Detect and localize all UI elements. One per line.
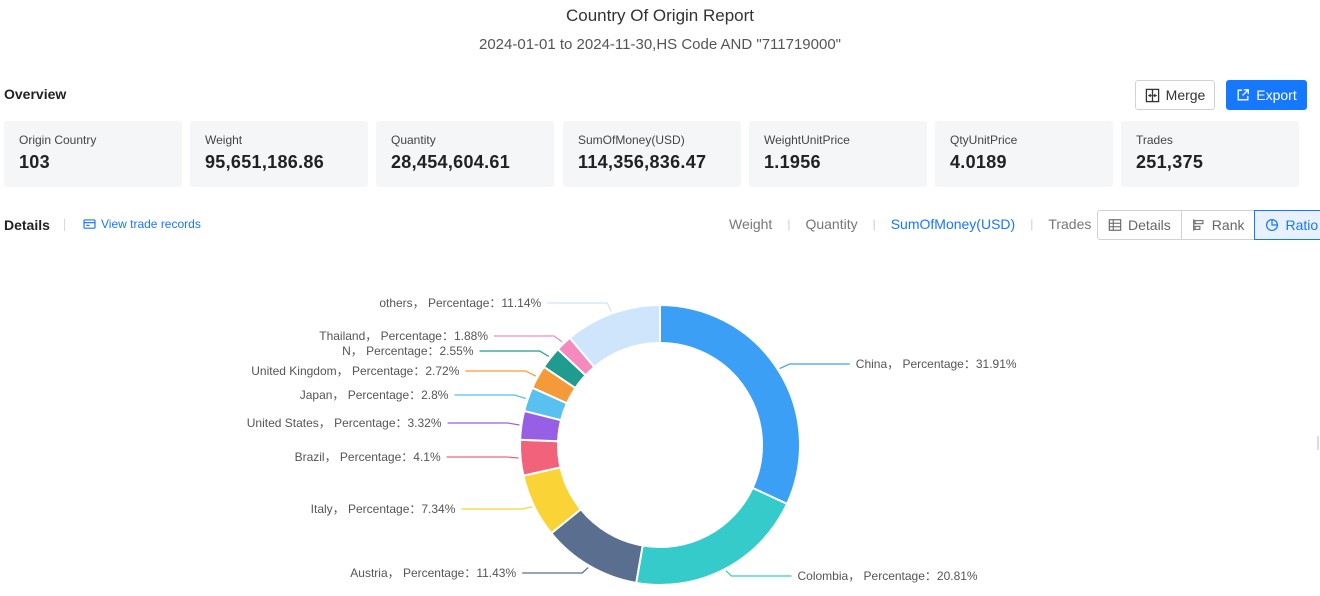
details-divider: [64, 219, 65, 231]
card-weight-unit-price: WeightUnitPrice 1.1956: [749, 121, 927, 187]
rank-view-button[interactable]: Rank: [1180, 210, 1256, 240]
merge-button[interactable]: Merge: [1135, 80, 1215, 110]
card-value: 114,356,836.47: [578, 152, 707, 172]
slice-label-n: N， Percentage：2.55%: [342, 344, 474, 358]
view-trade-records-label: View trade records: [101, 217, 201, 231]
card-weight: Weight 95,651,186.86: [190, 121, 368, 187]
details-view-label: Details: [1128, 217, 1171, 233]
leader-line-japan: [454, 394, 527, 400]
report-subtitle: 2024-01-01 to 2024-11-30,HS Code AND "71…: [478, 36, 841, 53]
rank-view-label: Rank: [1211, 217, 1245, 233]
merge-label: Merge: [1165, 87, 1206, 103]
slice-label-united-states: United States， Percentage：3.32%: [247, 416, 442, 430]
card-label: Origin Country: [19, 133, 97, 147]
slice-label-others: others， Percentage：11.14%: [379, 296, 541, 310]
export-icon: [1237, 89, 1250, 101]
card-label: QtyUnitPrice: [950, 133, 1018, 147]
card-origin-country: Origin Country 103: [4, 121, 182, 187]
slice-colombia[interactable]: [635, 486, 789, 586]
slice-label-colombia: Colombia， Percentage：20.81%: [798, 569, 978, 583]
card-label: Quantity: [391, 133, 436, 147]
card-label: WeightUnitPrice: [764, 133, 850, 147]
tab-quantity[interactable]: Quantity: [805, 216, 858, 232]
slice-label-japan: Japan， Percentage：2.8%: [300, 388, 449, 402]
details-heading: Details: [4, 217, 50, 233]
metric-tabs: Weight | Quantity | SumOfMoney(USD) | Tr…: [729, 216, 1091, 232]
export-button[interactable]: Export: [1226, 80, 1307, 110]
slice-others[interactable]: [568, 303, 661, 369]
slice-label-italy: Italy， Percentage：7.34%: [311, 502, 456, 516]
details-view-button[interactable]: Details: [1097, 210, 1182, 240]
leader-line-united-states: [447, 422, 520, 426]
report-title: Country Of Origin Report: [565, 6, 754, 25]
slice-label-austria: Austria， Percentage：11.43%: [350, 566, 516, 580]
ratio-view-label: Ratio: [1285, 217, 1319, 233]
card-value: 4.0189: [950, 152, 1007, 172]
card-sum-of-money: SumOfMoney(USD) 114,356,836.47: [563, 121, 741, 187]
view-trade-records-link[interactable]: View trade records: [83, 217, 201, 231]
tab-separator: |: [872, 217, 876, 231]
view-toggle: Details Rank Ratio: [1097, 210, 1320, 240]
scrollbar-mark: [1317, 436, 1319, 450]
card-label: Trades: [1136, 133, 1173, 147]
leader-line-austria: [522, 567, 589, 574]
leader-line-colombia: [725, 570, 792, 577]
card-label: Weight: [205, 133, 243, 147]
card-trades: Trades 251,375: [1121, 121, 1299, 187]
leader-line-brazil: [446, 456, 519, 459]
bar-rank-icon: [1192, 219, 1204, 231]
card-label: SumOfMoney(USD): [578, 133, 685, 147]
card-value: 1.1956: [764, 152, 821, 172]
card-quantity: Quantity 28,454,604.61: [376, 121, 554, 187]
leader-line-united-kingdom: [465, 370, 537, 377]
slice-label-united-kingdom: United Kingdom， Percentage：2.72%: [251, 364, 459, 378]
slice-label-china: China， Percentage：31.91%: [856, 357, 1017, 371]
card-value: 251,375: [1136, 152, 1204, 172]
slice-china[interactable]: [659, 303, 801, 506]
card-qty-unit-price: QtyUnitPrice 4.0189: [935, 121, 1113, 187]
tab-trades[interactable]: Trades: [1048, 216, 1092, 232]
tab-separator: |: [1030, 217, 1034, 231]
tab-separator: |: [787, 217, 791, 231]
table-icon: [1108, 219, 1122, 231]
tab-weight[interactable]: Weight: [729, 216, 773, 232]
leader-line-italy: [461, 506, 533, 510]
card-value: 95,651,186.86: [205, 152, 325, 172]
records-icon: [83, 218, 96, 229]
overview-heading: Overview: [4, 86, 67, 102]
card-value: 103: [19, 152, 50, 172]
leader-line-china: [779, 363, 850, 370]
pie-chart-icon: [1266, 218, 1279, 232]
slice-label-thailand: Thailand， Percentage：1.88%: [319, 329, 488, 343]
leader-line-n: [479, 350, 550, 358]
slice-label-brazil: Brazil， Percentage：4.1%: [295, 450, 441, 464]
ratio-view-button[interactable]: Ratio: [1254, 210, 1320, 240]
leader-line-others: [547, 302, 612, 312]
tab-sum-of-money[interactable]: SumOfMoney(USD): [890, 216, 1016, 232]
card-value: 28,454,604.61: [391, 152, 511, 172]
merge-icon: [1145, 88, 1159, 102]
export-label: Export: [1256, 87, 1297, 103]
leader-line-thailand: [494, 335, 563, 343]
